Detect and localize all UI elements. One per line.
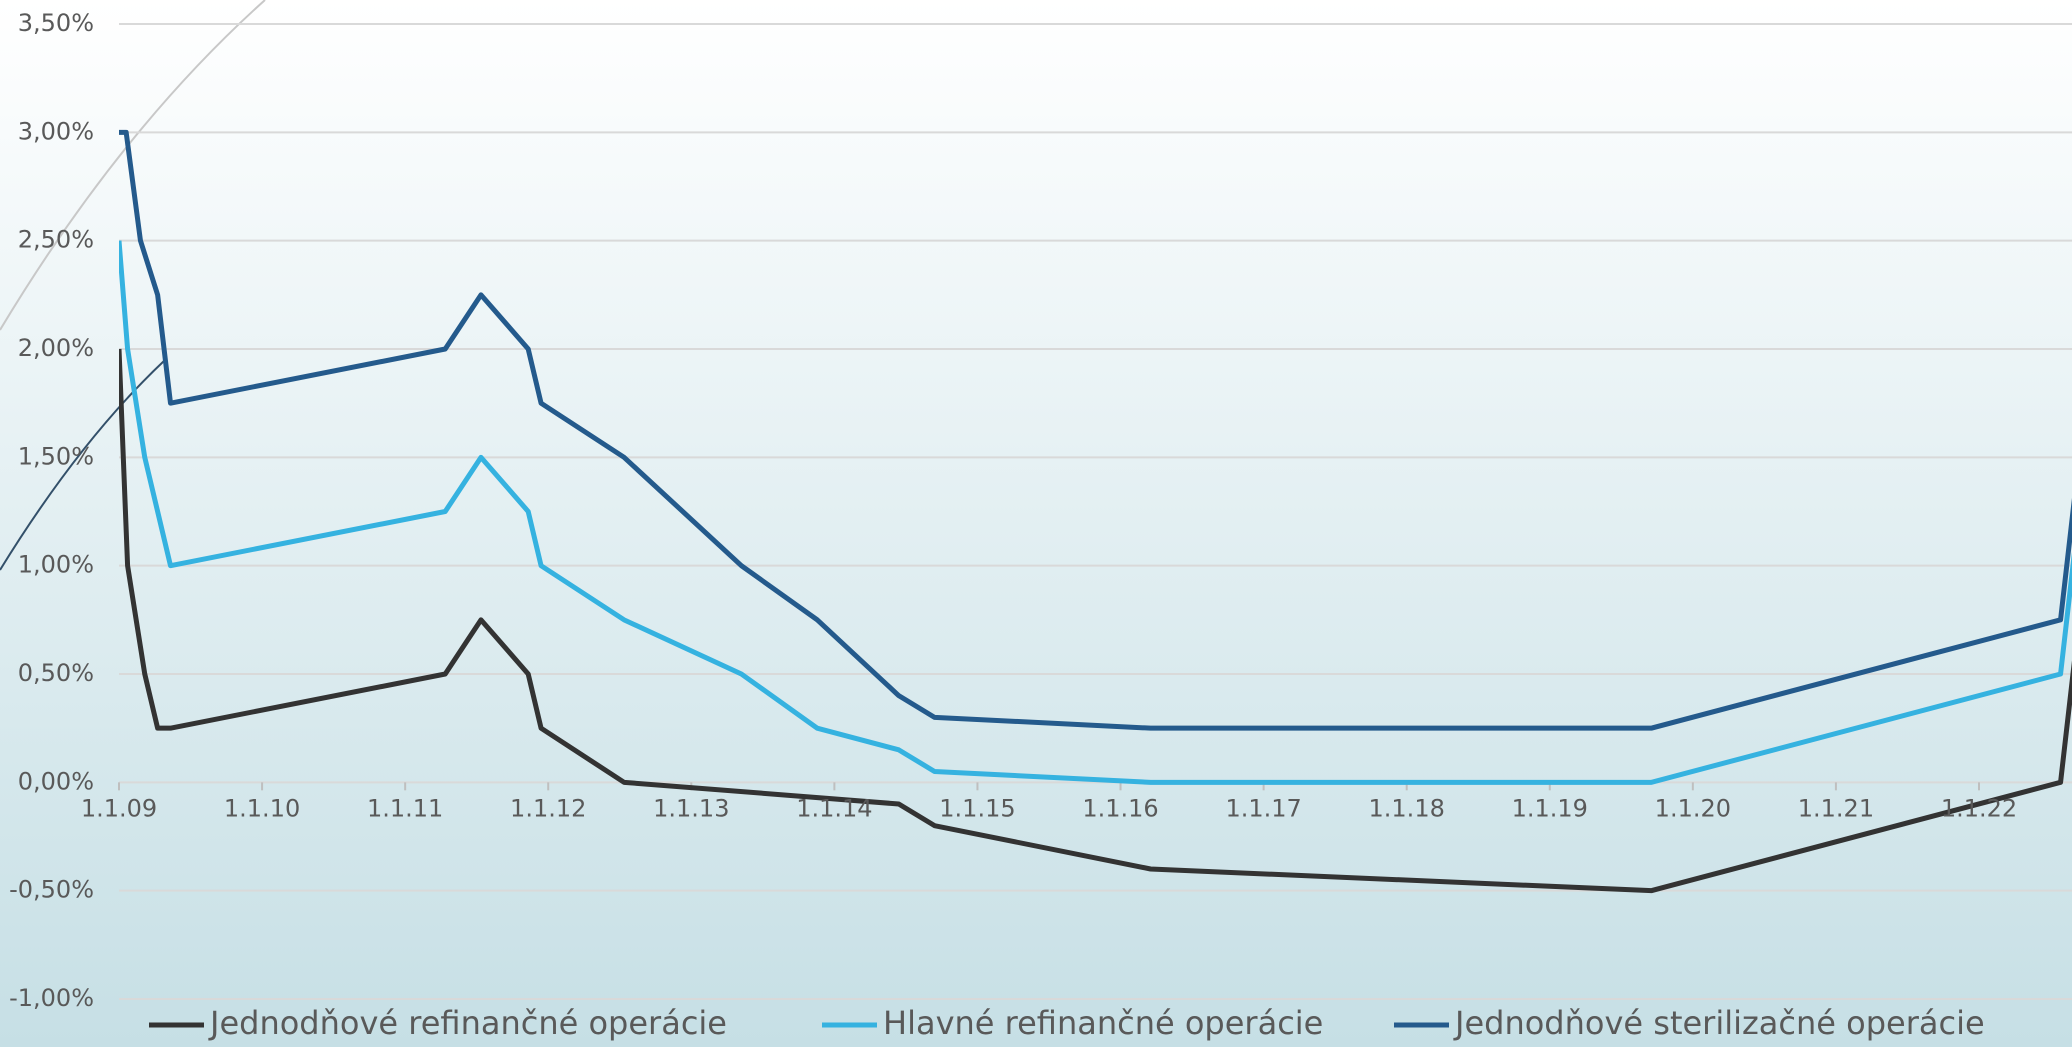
x-tick-label: 1.1.14: [796, 794, 872, 822]
legend-label: Hlavné refinančné operácie: [883, 1004, 1323, 1042]
x-tick-label: 1.1.20: [1655, 794, 1731, 822]
x-tick-label: 1.1.21: [1798, 794, 1874, 822]
x-tick-label: 1.1.15: [939, 794, 1015, 822]
x-tick-label: 1.1.17: [1225, 794, 1301, 822]
labels: -1,00% -0,50% 0,00% 0,50% 1,00% 1,50% 2,00% 2,5…: [9, 9, 2017, 1042]
series-line: [119, 240, 2072, 785]
x-tick-label: 1.1.22: [1941, 794, 2017, 822]
x-tick-label: 1.1.11: [367, 794, 443, 822]
x-tick-label: 1.1.09: [81, 794, 157, 822]
x-tick-label: 1.1.16: [1082, 794, 1158, 822]
legend-label: Jednodňové refinančné operácie: [208, 1004, 727, 1042]
y-tick-label: 2,00%: [18, 334, 94, 362]
y-tick-label: 0,50%: [18, 659, 94, 687]
y-tick-label: 0,00%: [18, 767, 94, 795]
y-tick-label: -0,50%: [9, 876, 94, 904]
y-tick-label: 1,00%: [18, 551, 94, 579]
y-tick-label: 2,50%: [18, 226, 94, 254]
y-tick-label: -1,00%: [9, 984, 94, 1012]
grid: [118, 23, 2072, 1000]
decor-arc: [0, 359, 166, 571]
x-tick-label: 1.1.12: [510, 794, 586, 822]
y-tick-label: 3,00%: [18, 117, 94, 145]
lines: [119, 129, 2072, 894]
y-tick-label: 1,50%: [18, 442, 94, 470]
x-tick-label: 1.1.10: [224, 794, 300, 822]
x-tick-label: 1.1.13: [653, 794, 729, 822]
x-tick-label: 1.1.19: [1512, 794, 1588, 822]
series-line: [119, 348, 2072, 894]
series-line: [119, 129, 2072, 731]
legend-label: Jednodňové sterilizačné operácie: [1453, 1004, 1985, 1042]
y-tick-label: 3,50%: [18, 9, 94, 37]
x-tick-label: 1.1.18: [1369, 794, 1445, 822]
